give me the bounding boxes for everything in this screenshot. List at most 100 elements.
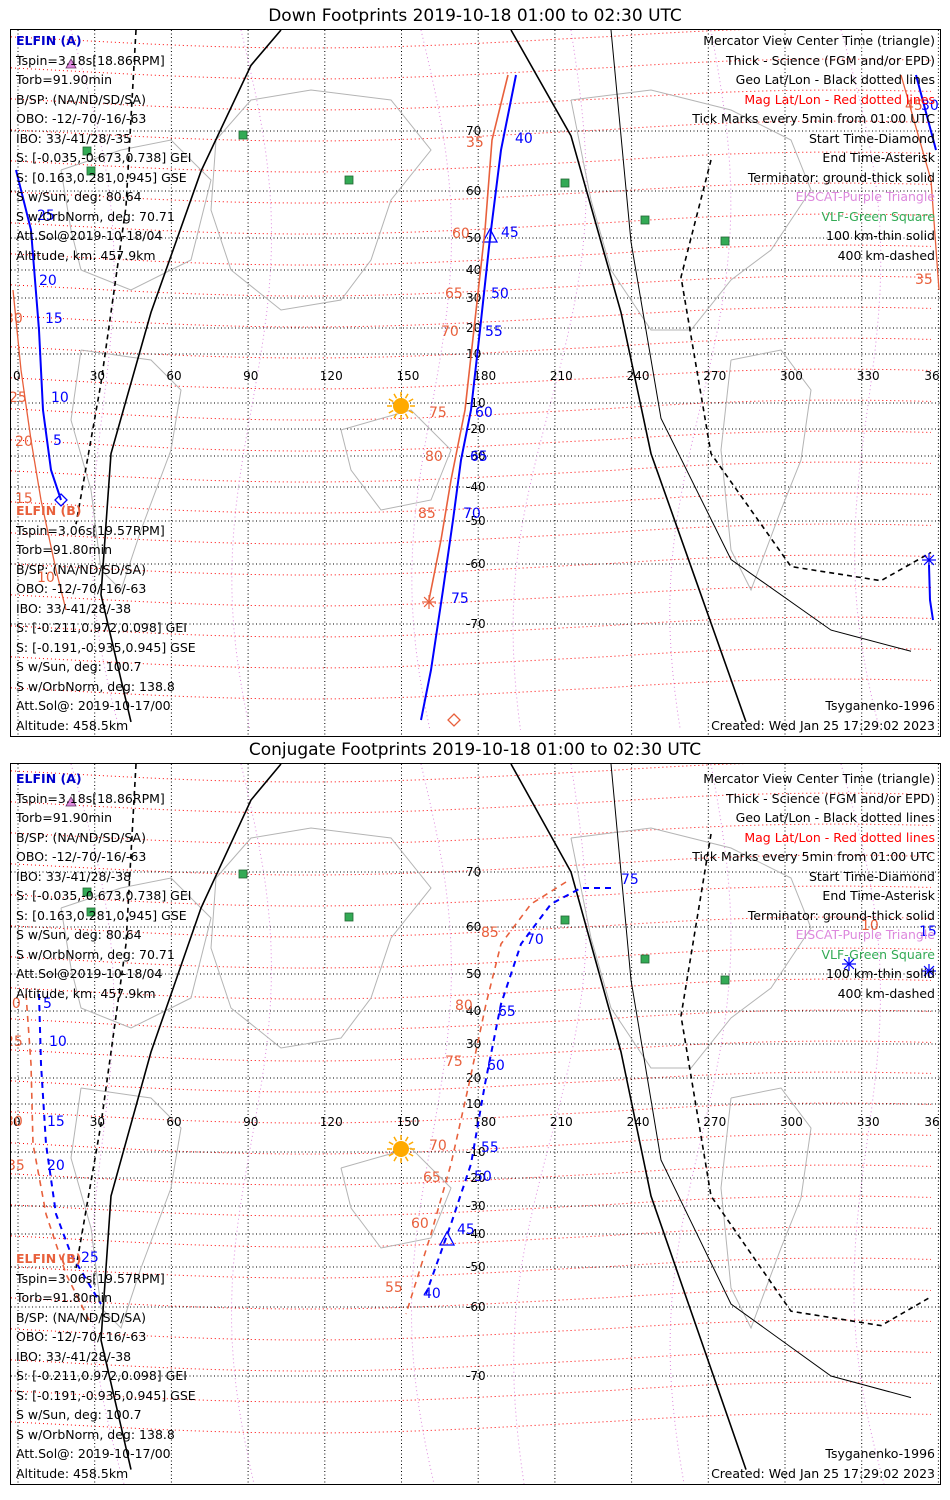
mag-lat-line bbox=[11, 885, 932, 907]
info-line: S: [-0.211,0.972,0.098] GEI bbox=[16, 1368, 187, 1383]
mag-lat-line bbox=[11, 1381, 932, 1403]
mag-lon-line bbox=[840, 764, 885, 1484]
mag-lat-line bbox=[11, 1319, 932, 1341]
info-line: S: [-0.035,-0.673,0.738] GEI bbox=[16, 888, 192, 903]
mag-lat-line bbox=[11, 678, 932, 700]
vlf-square-marker bbox=[86, 907, 96, 917]
legend-item: Geo Lat/Lon - Black dotted lines bbox=[735, 810, 935, 825]
mag-lat-line bbox=[11, 120, 932, 142]
track-tick-label: 40 bbox=[423, 1286, 441, 1302]
vlf-square-marker bbox=[720, 975, 730, 985]
track-tick-label: 25 bbox=[11, 390, 27, 406]
mag-lat-line bbox=[11, 244, 932, 266]
track-tick-label: 15 bbox=[15, 491, 33, 507]
legend-item: Terminator: ground-thick solid bbox=[747, 907, 935, 923]
info-line: S: [0.163,0.281,0.945] GSE bbox=[16, 907, 187, 923]
terminator-100km bbox=[610, 30, 912, 652]
lon-tick-label: 300 bbox=[780, 369, 803, 383]
mag-lat-line bbox=[11, 1102, 932, 1124]
mag-lat-line bbox=[11, 58, 932, 80]
lat-tick-label: -20 bbox=[466, 1171, 486, 1185]
lat-tick-label: -40 bbox=[466, 480, 486, 494]
lat-tick-label: -40 bbox=[466, 1227, 486, 1241]
track-tick-label: 65 bbox=[423, 1170, 441, 1186]
mag-lat-line bbox=[11, 151, 932, 173]
mag-lon-line bbox=[513, 764, 587, 1484]
track-tick-label: 25 bbox=[37, 208, 55, 224]
track-tick-label: 30 bbox=[11, 1114, 23, 1130]
mag-lat-line bbox=[11, 30, 746, 49]
legend-item: EISCAT-Purple Triangle bbox=[795, 927, 935, 942]
elfin-b-info: ELFIN (B) Tspin=3.06s[19.57RPM] Torb=91.… bbox=[16, 1249, 196, 1483]
lat-tick-label: -70 bbox=[466, 617, 486, 631]
track-tick-label: 60 bbox=[487, 1058, 505, 1074]
track-tick-label: 20 bbox=[47, 1158, 65, 1174]
lon-tick-label: 240 bbox=[627, 369, 650, 383]
elfin-a-track bbox=[425, 887, 611, 1295]
coastline bbox=[70, 1087, 182, 1329]
elfin-a-track bbox=[928, 564, 934, 621]
lon-tick-label: 0 bbox=[13, 1115, 21, 1129]
elfin-a-info: ELFIN (A) Tspin=3.18s[18.86RPM] Torb=91.… bbox=[16, 769, 191, 1003]
mag-lat-line bbox=[11, 585, 932, 607]
mag-lat-line bbox=[11, 1040, 932, 1062]
track-tick-label: 50 bbox=[474, 1169, 492, 1185]
track-tick-label: 55 bbox=[481, 1140, 499, 1156]
lon-tick-label: 150 bbox=[397, 369, 420, 383]
lat-tick-label: 50 bbox=[466, 967, 481, 981]
map-panel-down: 0306090120150180210240270300330360706050… bbox=[10, 29, 941, 737]
mag-lon-line bbox=[70, 30, 121, 731]
track-tick-label: 75 bbox=[621, 872, 639, 888]
legend-item: Thick - Science (FGM and/or EPD) bbox=[726, 52, 935, 68]
track-tick-label: 35 bbox=[915, 272, 933, 288]
mag-lat-line bbox=[11, 492, 932, 514]
info-line: Att.Sol@2019-10-18/04 bbox=[16, 228, 163, 243]
model-label: Tsyganenko-1996 bbox=[825, 698, 935, 713]
mag-lon-line bbox=[840, 30, 882, 731]
info-line: S w/OrbNorm, deg: 138.8 bbox=[16, 678, 175, 694]
lat-tick-label: 60 bbox=[466, 920, 481, 934]
legend-item: VLF-Green Square bbox=[821, 208, 935, 224]
mag-lat-line bbox=[11, 1350, 932, 1372]
track-tick-label: 75 bbox=[445, 1054, 463, 1070]
info-line: Att.Sol@2019-10-18/04 bbox=[16, 966, 163, 981]
end-time-asterisk bbox=[422, 595, 436, 609]
lon-tick-label: 90 bbox=[243, 1115, 258, 1129]
coastline bbox=[60, 877, 212, 1029]
info-line: Altitude: 458.5km bbox=[16, 1465, 129, 1481]
panel-title: Down Footprints 2019-10-18 01:00 to 02:3… bbox=[268, 6, 682, 26]
lon-tick-label: 60 bbox=[166, 1115, 181, 1129]
coastline bbox=[570, 827, 812, 1069]
lat-tick-label: 50 bbox=[466, 231, 481, 245]
created-label: Created: Wed Jan 25 17:29:02 2023 bbox=[711, 1465, 935, 1481]
track-tick-label: 45 bbox=[905, 98, 923, 114]
mag-lat-line bbox=[11, 1412, 932, 1434]
lon-tick-label: 270 bbox=[703, 1115, 726, 1129]
track-tick-label: 85 bbox=[418, 506, 436, 522]
terminator-100km bbox=[610, 764, 912, 1399]
track-tick-label: 20 bbox=[11, 996, 21, 1012]
lat-tick-label: 60 bbox=[466, 184, 481, 198]
start-time-diamond bbox=[447, 713, 461, 727]
terminator-400km bbox=[680, 159, 932, 582]
terminator-line bbox=[510, 764, 747, 1470]
legend-item: VLF-Green Square bbox=[821, 946, 935, 962]
mag-lat-line bbox=[11, 792, 932, 814]
legend-item: Mercator View Center Time (triangle) bbox=[703, 33, 935, 48]
info-line: IBO: 33/-41/28/-38 bbox=[16, 600, 132, 616]
lon-tick-label: 150 bbox=[397, 1115, 420, 1129]
elfin-a-info: ELFIN (A) Tspin=3.18s[18.86RPM] Torb=91.… bbox=[16, 31, 191, 265]
track-tick-label: 40 bbox=[515, 131, 533, 147]
lat-tick-label: 40 bbox=[466, 1004, 481, 1018]
mag-lat-line bbox=[11, 764, 746, 783]
info-line: Torb=91.90min bbox=[16, 810, 113, 825]
lat-tick-label: -60 bbox=[466, 1300, 486, 1314]
legend-item: Thick - Science (FGM and/or EPD) bbox=[726, 790, 935, 806]
info-line: Tspin=3.18s[18.86RPM] bbox=[16, 52, 165, 68]
panel-title: Conjugate Footprints 2019-10-18 01:00 to… bbox=[248, 740, 702, 760]
mag-lat-line bbox=[11, 854, 932, 876]
lon-tick-label: 90 bbox=[243, 369, 258, 383]
info-line: Altitude, km: 457.9km bbox=[16, 985, 156, 1001]
map-canvas: 030 60 90 120 150 180 210 240 270 300 330 360 70 60 50… bbox=[11, 764, 940, 1484]
coastline bbox=[720, 349, 812, 592]
